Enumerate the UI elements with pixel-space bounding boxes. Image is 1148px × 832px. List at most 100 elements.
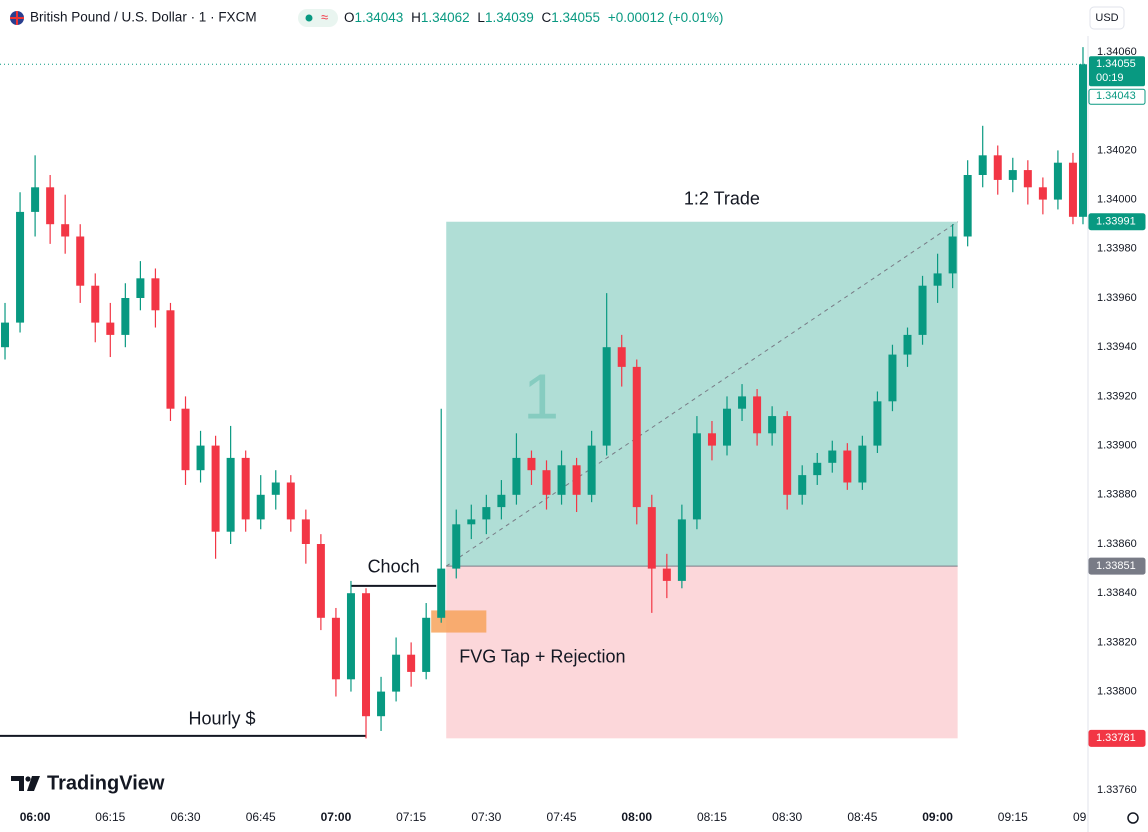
entry-badge-bg [1088, 557, 1146, 575]
stop-zone [446, 566, 958, 739]
candle-body [226, 457, 235, 532]
ohlc-letter: O [344, 10, 355, 25]
x-tick-label: 07:45 [547, 810, 577, 824]
x-tick-label: 08:30 [772, 810, 802, 824]
candle-body [1, 322, 10, 348]
x-tick-label: 08:00 [621, 810, 652, 824]
candle-body [286, 482, 295, 520]
candle-body [557, 465, 566, 495]
candle-body [978, 155, 987, 175]
candle-body [121, 298, 130, 335]
y-tick-label: 1.33980 [1097, 243, 1137, 255]
flag-cross [10, 11, 24, 25]
candle-body [452, 524, 461, 569]
candle-body [61, 224, 70, 237]
candle-body [241, 457, 250, 520]
ohlc-letter: L [477, 10, 485, 25]
candle-body [106, 322, 115, 335]
logo-dot [25, 776, 31, 782]
logo-mark [27, 776, 40, 791]
candle-body [1053, 162, 1062, 200]
candle-body [211, 445, 220, 532]
candle-body [527, 457, 536, 471]
candle-body [828, 450, 837, 463]
currency: USD [1095, 12, 1118, 24]
candle-body [362, 593, 371, 717]
candle-body [783, 416, 792, 495]
candle-body [677, 519, 686, 581]
candle-body [301, 519, 310, 544]
logo-mark [11, 776, 24, 791]
target-badge: 1.33991 [1096, 216, 1136, 228]
last-price-badge-bg [1089, 56, 1145, 87]
brand-logo: TradingView [11, 772, 165, 794]
candle-body [1023, 170, 1032, 188]
ohlc-value: 1.34039 [485, 10, 534, 25]
candle-body [91, 285, 100, 323]
y-tick-label: 1.33860 [1097, 538, 1137, 550]
candle-body [467, 519, 476, 525]
candle-body [437, 568, 446, 618]
stop-badge-bg [1088, 729, 1146, 747]
y-tick-label: 1.33960 [1097, 292, 1137, 304]
settings-icon[interactable] [1127, 812, 1139, 824]
candle-body [271, 482, 280, 495]
candle-body [166, 310, 175, 409]
ohlc-letter: H [411, 10, 421, 25]
y-tick-label: 1.34020 [1097, 144, 1137, 156]
candle-body [572, 465, 581, 495]
candle-body [723, 408, 732, 446]
currency-button[interactable] [1089, 6, 1125, 30]
candle-body [407, 654, 416, 672]
x-tick-label: 06:15 [95, 810, 125, 824]
candle-body [31, 187, 40, 212]
candle-body [753, 396, 762, 434]
y-tick-label: 1.33840 [1097, 587, 1137, 599]
trade-path [445, 221, 958, 567]
candle-body [16, 211, 25, 323]
x-tick-label: 08:15 [697, 810, 727, 824]
candle-body [692, 433, 701, 520]
y-tick-label: 1.33820 [1097, 636, 1137, 648]
x-tick-label: 08:45 [847, 810, 877, 824]
candle-body [512, 457, 521, 495]
annotation: Hourly $ [188, 709, 255, 729]
candle-body [798, 475, 807, 495]
symbol: British Pound / U.S. Dollar · 1 · FXCM [30, 10, 257, 25]
y-tick-label: 1.33940 [1097, 341, 1137, 353]
candle-body [843, 450, 852, 483]
y-tick-label: 1.33900 [1097, 440, 1137, 452]
ohlc-value: 1.34062 [421, 10, 470, 25]
candle-body [948, 236, 957, 274]
candle-body [873, 401, 882, 446]
candle-body [392, 654, 401, 692]
candle-body [888, 354, 897, 402]
status-dot [305, 14, 313, 22]
y-tick-label: 1.33800 [1097, 686, 1137, 698]
y-tick-label: 1.33880 [1097, 489, 1137, 501]
candle-body [151, 278, 160, 311]
status-pill[interactable] [298, 9, 338, 27]
candle-body [1068, 162, 1077, 217]
candle-body [738, 396, 747, 409]
entry-badge: 1.33851 [1096, 560, 1136, 572]
candle-body [497, 494, 506, 508]
candle-body [858, 445, 867, 483]
candle-body [617, 347, 626, 367]
y-tick-label: 1.33760 [1097, 784, 1137, 796]
candle-body [587, 445, 596, 495]
y-tick-label: 1.33920 [1097, 390, 1137, 402]
last-price-badge: 1.34055 [1096, 58, 1136, 70]
candle-body [377, 691, 386, 717]
candle-body [422, 617, 431, 672]
annotation: 1:2 Trade [684, 188, 760, 208]
candle-body [662, 568, 671, 581]
candle-body [346, 593, 355, 680]
candle-body [1008, 170, 1017, 180]
candle-body [647, 507, 656, 569]
header-bar [0, 0, 1148, 36]
candle-body [1038, 187, 1047, 200]
